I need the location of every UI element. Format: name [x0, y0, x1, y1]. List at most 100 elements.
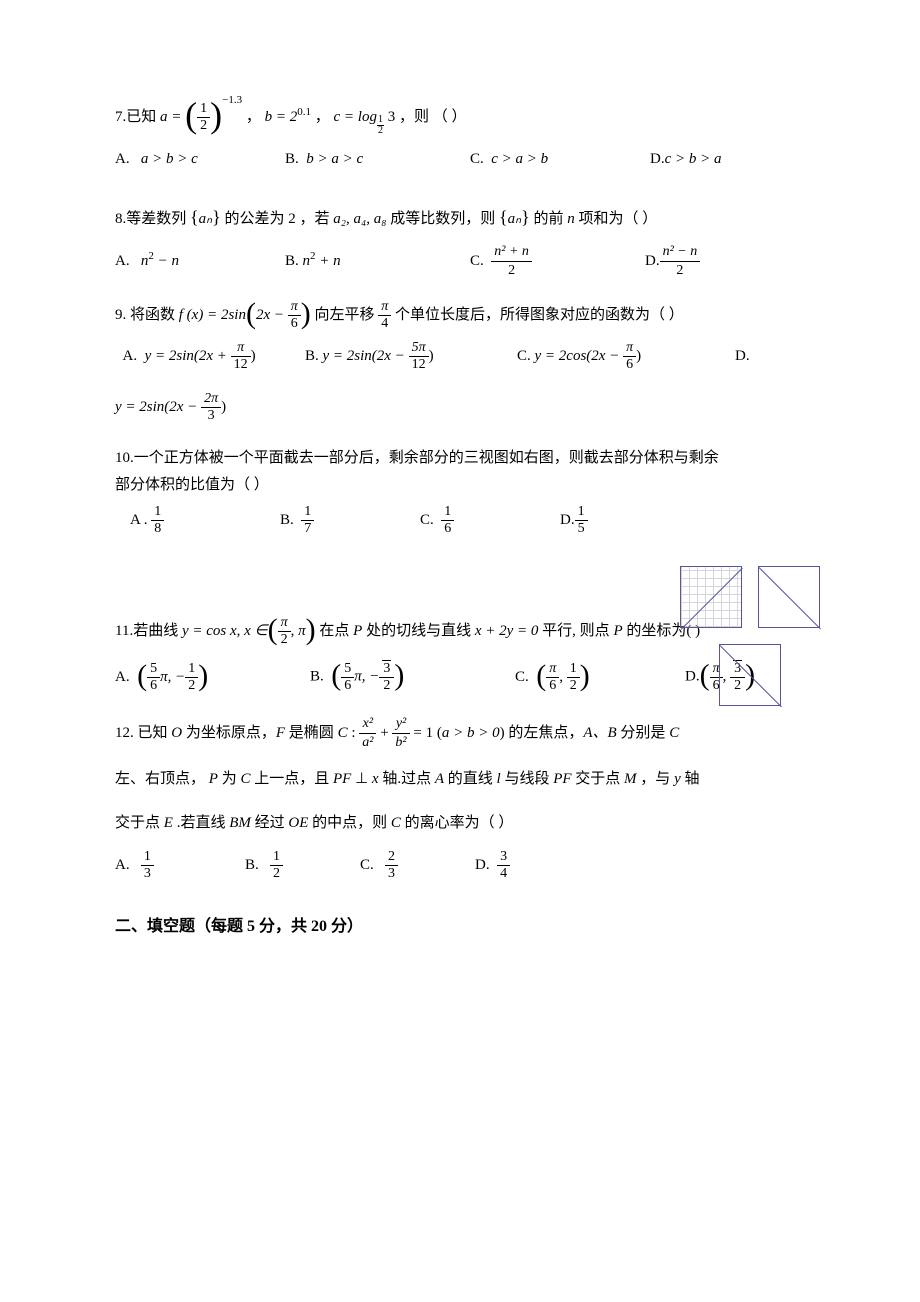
- p7-a-exp: −1.3: [222, 94, 242, 106]
- p9-arg-pre: 2x −: [256, 307, 288, 323]
- p12-opt-a-num: 1: [141, 850, 154, 866]
- p12-opt-d-num: 3: [497, 850, 510, 866]
- p12-l2-4: 轴.过点: [379, 771, 435, 787]
- p11-c-yden: 2: [567, 678, 580, 693]
- problem-9-options: A. y = 2sin(2x + π12) B. y = 2sin(2x − 5…: [115, 341, 805, 372]
- p9-opt-d-label: D.: [735, 348, 750, 364]
- p11-curve: y = cos x, x ∈: [182, 623, 268, 639]
- p12-C1: C: [338, 725, 348, 741]
- p7-opt-a-label: A.: [115, 151, 133, 167]
- p12-A: A: [435, 771, 444, 787]
- p8-seq1: aₙ: [199, 211, 212, 227]
- p11-b-ynum-rad: 3: [382, 660, 391, 676]
- p12-C2: C: [669, 725, 679, 741]
- p8-s4: 的前: [530, 211, 568, 227]
- p12-xden: a²: [359, 734, 376, 750]
- p11-p1: P: [353, 623, 362, 639]
- p12-E: E: [164, 815, 173, 831]
- p7-opt-c-label: C.: [470, 151, 488, 167]
- p12-F: F: [276, 725, 285, 741]
- three-view-3-diagonal: [720, 645, 782, 707]
- p12-l2-8: ，与: [637, 771, 675, 787]
- p12-opt-d-label: D.: [475, 857, 493, 873]
- p9-f-lhs: f (x) = 2sin: [179, 307, 246, 323]
- p8-seq1r: }: [212, 207, 221, 227]
- p9-opt-b-den: 12: [409, 357, 429, 372]
- p8-seq2l: {: [499, 207, 508, 227]
- p9-opt-b-label: B.: [305, 348, 319, 364]
- p12-close: ) 的左焦点，: [500, 725, 584, 741]
- problem-8: 8.等差数列 {aₙ} 的公差为 2 ，若 a₂, a₄, a₈ 成等比数列，则…: [115, 201, 805, 278]
- p12-ynum: y²: [392, 717, 409, 734]
- p7-a-base-den: 2: [197, 118, 210, 133]
- problem-12-stem-l3: 交于点 E .若直线 BM 经过 OE 的中点，则 C 的离心率为（ ）: [115, 807, 805, 840]
- p11-c-xnum: π: [546, 662, 559, 678]
- p9-opt-b-post: ): [429, 348, 434, 364]
- p11-intl-den: 2: [278, 632, 291, 647]
- p8-opt-b-label: B.: [285, 253, 299, 269]
- p7-c-base-den: 2: [377, 126, 384, 136]
- p9-s3: 个单位长度后，所得图象对应的函数为（ ）: [391, 307, 684, 323]
- p7-a-lhs: a =: [160, 109, 181, 125]
- p9-shift-num: π: [378, 300, 391, 316]
- p7-b-def: b = 2: [265, 109, 298, 125]
- p8-opt-d-den: 2: [660, 262, 701, 278]
- p12-s3: 是椭圆: [285, 725, 338, 741]
- p12-PF2: PF: [553, 771, 571, 787]
- p12-opt-b-label: B.: [245, 857, 263, 873]
- problem-12: 12. 已知 O 为坐标原点，F 是椭圆 C : x²a² + y²b² = 1…: [115, 715, 805, 881]
- p12-l2-6: 与线段: [501, 771, 554, 787]
- p9-arg-den: 6: [288, 316, 301, 331]
- p9-opt-c-label: C.: [517, 348, 531, 364]
- p11-s3: 处的切线与直线: [362, 623, 475, 639]
- p12-l3-3: 经过: [251, 815, 289, 831]
- p9-opt-a-pre: y = 2sin(2x +: [145, 348, 231, 364]
- p12-OE: OE: [288, 815, 308, 831]
- p9-opt-b-num: 5π: [409, 341, 429, 357]
- p9-arg-num: π: [288, 300, 301, 316]
- p10-opt-c-den: 6: [441, 521, 454, 536]
- p12-PF: PF: [333, 771, 351, 787]
- p10-opt-b-num: 1: [301, 505, 314, 521]
- p11-b-xden: 6: [341, 678, 354, 693]
- p7-opt-d: c > b > a: [665, 151, 722, 167]
- p11-b-yden: 2: [379, 678, 394, 693]
- p9-opt-a-den: 12: [231, 357, 251, 372]
- p12-C3: C: [240, 771, 250, 787]
- p12-rhs: = 1 (: [410, 725, 442, 741]
- p10-opt-a-num: 1: [151, 505, 164, 521]
- p12-AB: A、B: [583, 725, 616, 741]
- p10-opt-a-label: A .: [130, 512, 148, 528]
- p8-seq2r: }: [521, 207, 530, 227]
- p9-opt-d-num: 2π: [201, 392, 221, 408]
- p8-opt-a-label: A.: [115, 253, 133, 269]
- p12-P: P: [209, 771, 218, 787]
- problem-12-options: A. 13 B. 12 C. 23 D. 34: [115, 850, 805, 881]
- three-view-1: [680, 566, 742, 628]
- p12-l2-3: 上一点，且: [250, 771, 333, 787]
- p8-opt-c-label: C.: [470, 253, 488, 269]
- problem-10: 10.一个正方体被一个平面截去一部分后，剩余部分的三视图如右图，则截去部分体积与…: [115, 445, 805, 536]
- p9-opt-d-row: y = 2sin(2x − 2π3): [115, 392, 805, 423]
- p7-opt-b: b > a > c: [306, 151, 363, 167]
- p11-a-ynum: 1: [185, 662, 198, 678]
- problem-10-options: A . 18 B. 17 C. 16 D.15: [115, 505, 805, 536]
- p9-opt-a-post: ): [251, 348, 256, 364]
- p11-opt-c-label: C.: [515, 669, 533, 685]
- p9-s1: 9. 将函数: [115, 307, 179, 323]
- p11-c-ynum: 1: [567, 662, 580, 678]
- p10-opt-d-num: 1: [575, 505, 588, 521]
- p8-opt-c-den: 2: [491, 262, 532, 278]
- p11-s2: 在点: [316, 623, 354, 639]
- p7-c-lhs: c = log: [334, 109, 377, 125]
- p11-opt-d-label: D.: [685, 669, 700, 685]
- p10-opt-b-label: B.: [280, 512, 298, 528]
- p11-b-xnum: 5: [341, 662, 354, 678]
- p9-shift-den: 4: [378, 316, 391, 331]
- p12-l2-5: 的直线: [444, 771, 497, 787]
- p9-opt-c-pre: y = 2cos(2x −: [535, 348, 624, 364]
- p11-line: x + 2y = 0: [475, 623, 539, 639]
- problem-8-stem: 8.等差数列 {aₙ} 的公差为 2 ，若 a₂, a₄, a₈ 成等比数列，则…: [115, 201, 805, 233]
- p12-yaxis: y: [674, 771, 681, 787]
- p8-s2: 的公差为 2 ，若: [221, 211, 334, 227]
